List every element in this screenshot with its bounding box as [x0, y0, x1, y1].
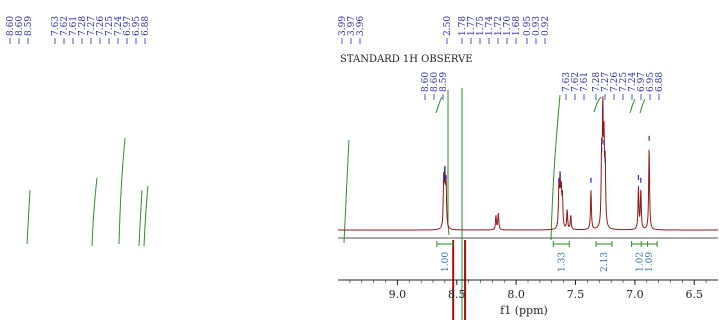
- right-peak-labels-upper: 3.99 3.97 3.96 2.50 1.78 1.77 1.75 1.74 1.72 1.70…: [338, 16, 551, 44]
- peak-label: 2.50: [443, 16, 453, 36]
- peak-label: 6.88: [655, 72, 665, 92]
- right-peak-labels-lower: 8.60 8.60 8.59 7.63 7.62 7.61 7.28 7.27 7.26 7.25…: [421, 72, 665, 100]
- peak-label: 8.59: [439, 72, 449, 92]
- left-integral-curve: [91, 177, 98, 247]
- peak-label: 1.68: [512, 16, 522, 36]
- peak-label: 1.77: [467, 16, 477, 36]
- peak-label: 7.28: [78, 16, 88, 36]
- left-peak-labels: 8.60 8.60 8.59 7.63 7.62 7.61 7.28 7.27 7.26 7.25…: [6, 16, 151, 44]
- integral-bracket: 1.00: [436, 241, 454, 272]
- peak-label: 7.27: [601, 72, 611, 92]
- x-tick-label: 8.0: [507, 288, 525, 301]
- peak-label: 7.26: [610, 72, 620, 92]
- integral-bracket: 2.13: [595, 241, 613, 272]
- left-integral-curve: [143, 185, 149, 247]
- integral-brackets: 1.00 1.33 2.13 1.02 1.09: [436, 241, 658, 272]
- peak-label: 7.62: [60, 16, 70, 36]
- integral-bracket: 1.33: [552, 241, 570, 272]
- integral-curve: [343, 139, 350, 244]
- integral-value: 1.33: [557, 252, 567, 272]
- peak-label: 7.63: [51, 16, 61, 36]
- peak-label: 7.26: [96, 16, 106, 36]
- peak-label: 8.60: [6, 16, 16, 36]
- peak-label: 7.25: [105, 16, 115, 36]
- peak-label: 7.24: [114, 16, 124, 36]
- left-integral-curve: [26, 189, 31, 245]
- peak-label: 8.60: [430, 72, 440, 92]
- peak-label: 6.95: [132, 16, 142, 36]
- peak-label: 3.96: [356, 16, 366, 36]
- integral-value: 1.00: [441, 252, 451, 272]
- peak-label: 3.99: [338, 16, 348, 36]
- x-tick-label: 9.0: [389, 288, 407, 301]
- x-tick-label: 7.5: [567, 288, 585, 301]
- peak-label: 1.74: [485, 16, 495, 36]
- integral-curves: [343, 88, 646, 320]
- x-axis: 9.0 8.5 8.0 7.5 7.0 6.5: [338, 279, 718, 301]
- peak-label: 1.72: [494, 16, 504, 36]
- spectrum-trace: [338, 96, 718, 320]
- left-integral-panel: [26, 137, 149, 247]
- x-tick-label: 8.5: [448, 288, 466, 301]
- peak-label: 7.61: [69, 16, 79, 36]
- left-integral-curve: [118, 137, 126, 245]
- integral-curve: [435, 96, 443, 114]
- peak-label: 0.95: [523, 16, 533, 36]
- peak-label: 6.97: [123, 16, 133, 36]
- peak-label: 6.97: [637, 72, 647, 92]
- peak-label: 8.60: [15, 16, 25, 36]
- integral-curve: [447, 90, 450, 236]
- peak-label: 6.88: [141, 16, 151, 36]
- integral-value: 2.13: [600, 252, 610, 272]
- integral-curve: [550, 94, 561, 241]
- peak-label: 1.78: [458, 16, 468, 36]
- peak-label: 0.93: [532, 16, 542, 36]
- peak-label: 7.27: [87, 16, 97, 36]
- peak-label: 3.97: [347, 16, 357, 36]
- peak-label: 1.75: [476, 16, 486, 36]
- integral-value: 1.09: [645, 252, 655, 272]
- spectrum-line: [338, 96, 718, 231]
- x-axis-title: f1 (ppm): [500, 304, 548, 317]
- peak-label: 7.63: [562, 72, 572, 92]
- peak-label: 7.28: [592, 72, 602, 92]
- peak-label: 7.61: [580, 72, 590, 92]
- peak-label: 6.95: [646, 72, 656, 92]
- peak-label: 7.24: [628, 72, 638, 92]
- peak-label: 0.92: [541, 16, 551, 36]
- peak-label: 8.59: [24, 16, 34, 36]
- chart-banner: STANDARD 1H OBSERVE: [340, 54, 473, 65]
- peak-label: 8.60: [421, 72, 431, 92]
- integral-value: 1.02: [636, 252, 646, 272]
- integral-curve: [629, 98, 636, 114]
- peak-label: 1.70: [503, 16, 513, 36]
- left-integral-curve: [138, 189, 143, 247]
- integral-curve: [593, 96, 602, 113]
- peak-label: 7.25: [619, 72, 629, 92]
- integral-curve: [639, 98, 646, 114]
- x-tick-label: 7.0: [626, 288, 644, 301]
- integral-bracket: 1.09: [640, 241, 658, 272]
- peak-label: 7.62: [571, 72, 581, 92]
- x-tick-label: 6.5: [686, 288, 704, 301]
